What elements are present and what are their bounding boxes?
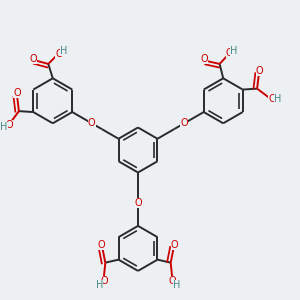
Text: O: O [226,48,233,59]
Text: O: O [29,53,37,64]
Text: H: H [96,280,103,290]
Text: O: O [13,88,21,98]
Text: O: O [98,240,105,250]
Text: O: O [6,120,14,130]
Text: O: O [180,118,188,128]
Text: O: O [100,276,108,286]
Text: H: H [0,122,8,132]
Text: O: O [268,94,276,103]
Text: H: H [60,46,68,56]
Text: O: O [55,49,63,59]
Text: H: H [274,94,281,103]
Text: O: O [88,118,96,128]
Text: O: O [171,240,178,250]
Text: H: H [173,280,181,290]
Text: O: O [168,276,176,286]
Text: O: O [256,66,264,76]
Text: O: O [201,54,208,64]
Text: O: O [134,198,142,208]
Text: H: H [230,46,238,56]
